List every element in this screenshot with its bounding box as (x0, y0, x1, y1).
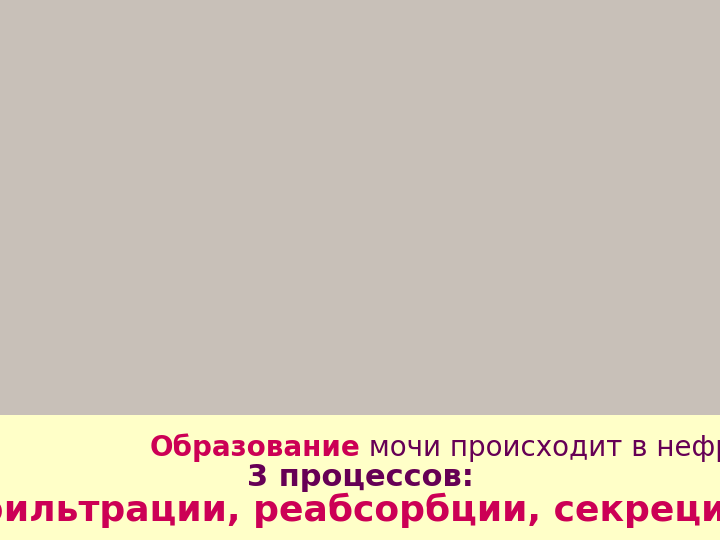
Text: фильтрации, реабсорбции, секреции: фильтрации, реабсорбции, секреции (0, 492, 720, 528)
Text: Образование: Образование (149, 434, 360, 462)
Text: 3 процессов:: 3 процессов: (246, 463, 474, 492)
Text: мочи происходит в нефронах в результате: мочи происходит в нефронах в результате (360, 434, 720, 462)
FancyBboxPatch shape (0, 415, 720, 540)
